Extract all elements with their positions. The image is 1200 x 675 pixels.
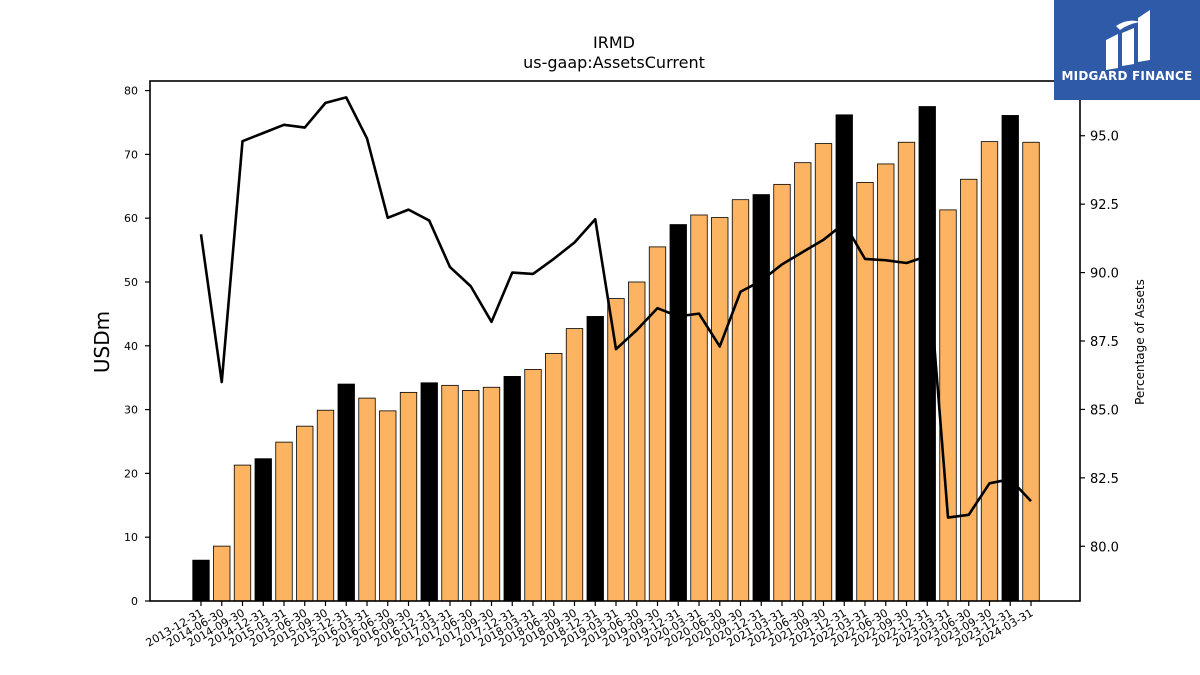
bar xyxy=(545,353,563,602)
bar xyxy=(752,194,770,602)
y-tick-label: 80 xyxy=(124,85,138,98)
bar xyxy=(794,162,812,602)
bar xyxy=(296,425,314,602)
bar xyxy=(960,178,978,602)
y-tick-label: 20 xyxy=(124,467,138,480)
bar-series xyxy=(192,106,1040,602)
bar xyxy=(358,397,376,602)
bar xyxy=(192,559,210,602)
bar xyxy=(524,368,542,602)
bar xyxy=(420,382,438,602)
chart-subtitle: us-gaap:AssetsCurrent xyxy=(523,53,705,72)
bar xyxy=(690,214,708,602)
y2-tick-label: 95.0 xyxy=(1090,130,1119,145)
y-axis-label: USDm xyxy=(90,311,114,373)
y-tick-label: 40 xyxy=(124,340,138,353)
y-tick-label: 50 xyxy=(124,276,138,289)
bar xyxy=(939,209,957,602)
bar xyxy=(275,441,293,602)
bar xyxy=(918,106,936,602)
logo: MIDGARD FINANCE xyxy=(1054,0,1200,100)
y-tick-label: 70 xyxy=(124,148,138,161)
y2-tick-label: 87.5 xyxy=(1090,335,1119,350)
bar xyxy=(565,328,584,602)
logo-text: MIDGARD FINANCE xyxy=(1061,69,1193,83)
bar xyxy=(399,391,418,602)
y-tick-label: 10 xyxy=(124,531,138,544)
bar xyxy=(648,246,667,602)
bar xyxy=(316,409,335,602)
y2-tick-label: 80.0 xyxy=(1090,540,1119,555)
y2-tick-label: 90.0 xyxy=(1090,267,1119,282)
bar xyxy=(503,376,521,602)
bar xyxy=(711,217,729,602)
bar xyxy=(897,141,916,602)
y-tick-label: 60 xyxy=(124,212,138,225)
bar xyxy=(1001,115,1019,602)
bar xyxy=(1022,141,1040,602)
bar xyxy=(233,464,252,602)
bar xyxy=(835,114,853,602)
line-series xyxy=(199,96,1032,519)
bar xyxy=(482,386,501,602)
y2-tick-label: 85.0 xyxy=(1090,403,1119,418)
bar xyxy=(669,224,687,602)
y-tick-label: 30 xyxy=(124,404,138,417)
bar xyxy=(254,458,272,602)
bar xyxy=(731,199,750,602)
bar xyxy=(586,316,604,602)
bar xyxy=(814,143,833,602)
bar xyxy=(379,410,397,602)
axes xyxy=(145,80,1085,606)
midgard-logo-icon xyxy=(1106,10,1150,70)
percentage-line xyxy=(199,96,1032,519)
chart-title: IRMD xyxy=(593,33,635,52)
y-tick-label: 0 xyxy=(131,595,138,608)
bar xyxy=(337,383,355,602)
y2-tick-label: 82.5 xyxy=(1090,472,1119,487)
bar xyxy=(213,545,231,602)
tick-labels: 0 10 20 30 40 50 60 70 80 80.0 82.5 85.0 87.5 90.0 92.… xyxy=(124,85,1119,650)
bar xyxy=(980,141,999,602)
bar xyxy=(773,183,791,602)
bar xyxy=(856,182,874,602)
y2-tick-label: 92.5 xyxy=(1090,198,1119,213)
bar xyxy=(441,384,459,602)
bar xyxy=(877,163,895,602)
y2-axis-label: Percentage of Assets xyxy=(1133,279,1147,405)
bar xyxy=(462,390,480,602)
